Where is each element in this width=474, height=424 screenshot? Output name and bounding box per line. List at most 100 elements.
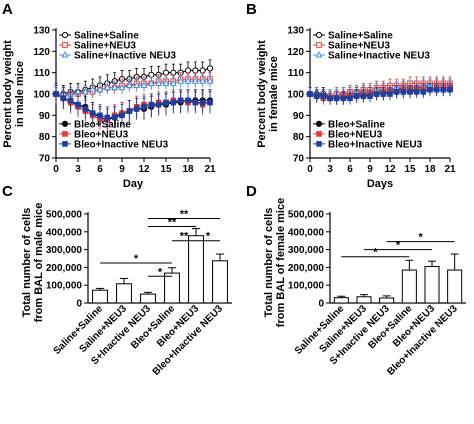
x-tick-label: 15 — [160, 164, 172, 175]
data-point — [447, 86, 453, 93]
x-tick-label: 0 — [53, 164, 59, 175]
data-point — [380, 91, 387, 97]
y-tick-label: 100,000 — [46, 281, 83, 292]
legend-marker — [316, 131, 322, 137]
x-tick-label: 9 — [367, 164, 373, 175]
data-point — [169, 79, 177, 86]
data-point — [133, 106, 140, 112]
y-axis-label-line: from BAL of female mice — [275, 198, 287, 327]
y-tick-label: 70 — [293, 154, 305, 165]
y-tick-label: 400,000 — [46, 227, 83, 238]
y-axis-label-line: in female mice — [268, 56, 280, 132]
data-point — [60, 95, 67, 102]
chart-c-male-bal-cells: 0100,000200,000300,000400,000500,000Tota… — [21, 203, 232, 378]
legend-marker — [316, 141, 322, 147]
data-point — [307, 91, 313, 97]
x-tick-label: 3 — [327, 164, 333, 175]
data-point — [353, 93, 360, 99]
data-point — [89, 85, 97, 93]
data-point — [184, 77, 192, 84]
significance-label: * — [373, 247, 378, 259]
series-line — [309, 82, 450, 97]
data-point — [141, 104, 147, 110]
legend-marker — [62, 141, 68, 147]
bar — [140, 293, 156, 304]
x-tick-label: 18 — [182, 164, 194, 175]
y-tick-label: 120 — [33, 47, 50, 58]
y-tick-label: 0 — [76, 299, 82, 310]
series-line — [309, 89, 450, 99]
data-point — [104, 114, 111, 121]
data-point — [320, 93, 327, 99]
data-point — [373, 91, 380, 97]
panel-letter-c: C — [2, 183, 13, 200]
data-point — [148, 101, 155, 108]
bar — [188, 235, 204, 304]
data-point — [81, 87, 89, 95]
bar — [92, 289, 108, 304]
legend-marker — [62, 131, 68, 137]
legend-label: Bleo+Saline — [74, 119, 131, 130]
y-tick-label: 500,000 — [46, 210, 83, 221]
legend-label: Saline+Inactive NEU3 — [74, 51, 176, 62]
x-tick-label: 15 — [404, 164, 416, 175]
data-point — [407, 89, 413, 95]
y-axis-label: Total number of cellsfrom BAL of female … — [263, 198, 287, 327]
x-tick-label: 12 — [138, 164, 150, 175]
legend-label: Bleo+Inactive NEU3 — [328, 139, 423, 150]
panel-letter-a: A — [2, 1, 13, 18]
panel-letter-b: B — [246, 1, 257, 18]
significance-label: * — [396, 240, 401, 252]
legend-marker — [315, 31, 323, 39]
legend-marker — [315, 50, 323, 58]
significance-label: ** — [168, 216, 177, 228]
significance-label: * — [419, 232, 424, 244]
y-axis-label-line: in male mice — [14, 61, 26, 127]
data-point — [170, 99, 177, 106]
data-point — [327, 95, 333, 102]
data-point — [340, 95, 347, 102]
legend-label: Bleo+Saline — [328, 119, 385, 130]
data-point — [191, 77, 199, 84]
series-line — [55, 93, 211, 121]
x-tick-label: 6 — [97, 164, 103, 175]
legend-marker — [315, 120, 323, 127]
y-axis-label-line: Percent body weight — [256, 40, 268, 148]
x-tick-label: 3 — [75, 164, 81, 175]
y-tick-label: 400,000 — [288, 227, 325, 238]
data-point — [333, 95, 340, 102]
series-line — [55, 78, 210, 97]
data-point — [133, 81, 141, 88]
data-point — [155, 101, 162, 108]
y-axis-label-line: Total number of cells — [21, 208, 33, 318]
significance-label: * — [206, 231, 211, 243]
data-point — [53, 91, 59, 97]
y-axis-label: Total number of cellsfrom BAL of male mi… — [21, 203, 45, 323]
x-axis-label: Day — [123, 178, 144, 190]
data-point — [67, 97, 74, 104]
data-point — [163, 99, 169, 106]
data-point — [206, 65, 214, 72]
data-point — [103, 83, 111, 91]
legend-marker — [62, 42, 68, 48]
data-point — [393, 89, 400, 95]
y-tick-label: 110 — [34, 68, 51, 79]
data-point — [118, 83, 126, 91]
y-axis-label-line: from BAL of male mice — [33, 203, 45, 323]
significance-label: ** — [180, 208, 189, 220]
y-tick-label: 300,000 — [46, 245, 83, 256]
legend-marker — [316, 42, 322, 48]
data-point — [347, 95, 353, 102]
data-point — [119, 112, 125, 119]
bar — [424, 266, 440, 304]
data-point — [420, 89, 427, 95]
legend-label: Saline+NEU3 — [328, 41, 390, 52]
y-tick-label: 90 — [39, 111, 51, 122]
y-tick-label: 500,000 — [288, 210, 325, 221]
data-point — [427, 86, 433, 93]
y-tick-label: 130 — [287, 26, 304, 37]
legend-label: Saline+Inactive NEU3 — [328, 51, 430, 62]
data-point — [162, 79, 170, 86]
significance-label: ** — [180, 231, 189, 243]
data-point — [97, 112, 103, 119]
